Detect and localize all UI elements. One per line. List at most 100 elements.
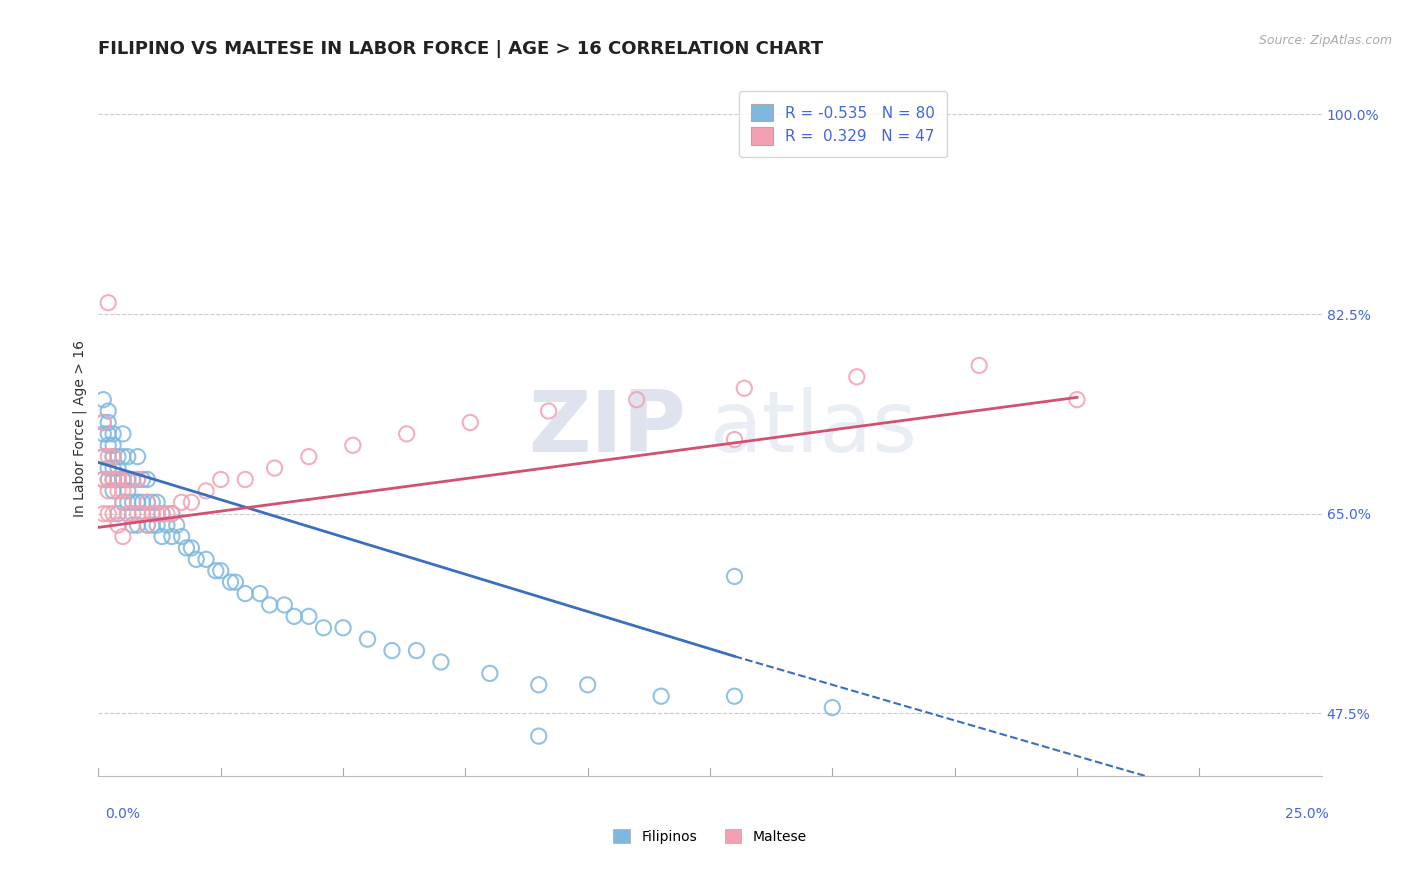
Point: [91, 450, 114, 464]
Point: [97, 426, 120, 441]
Point: [170, 495, 193, 509]
Point: [205, 564, 228, 578]
Point: [101, 438, 124, 452]
Point: [273, 598, 295, 612]
Point: [626, 392, 648, 407]
Point: [107, 507, 129, 521]
Point: [195, 483, 218, 498]
Point: [127, 495, 149, 509]
Point: [283, 609, 305, 624]
Point: [195, 552, 218, 566]
Point: [121, 473, 143, 487]
Point: [121, 495, 143, 509]
Text: atlas: atlas: [710, 386, 918, 470]
Point: [209, 564, 232, 578]
Point: [111, 473, 134, 487]
Point: [111, 483, 134, 498]
Point: [91, 416, 114, 430]
Point: [160, 507, 183, 521]
Point: [127, 507, 149, 521]
Point: [180, 495, 202, 509]
Point: [166, 518, 188, 533]
Point: [136, 518, 159, 533]
Point: [121, 473, 143, 487]
Point: [1066, 392, 1088, 407]
Point: [136, 518, 159, 533]
Point: [127, 518, 149, 533]
Point: [101, 461, 124, 475]
Point: [209, 473, 232, 487]
Point: [141, 518, 163, 533]
Text: FILIPINO VS MALTESE IN LABOR FORCE | AGE > 16 CORRELATION CHART: FILIPINO VS MALTESE IN LABOR FORCE | AGE…: [98, 40, 824, 58]
Point: [117, 507, 139, 521]
Point: [117, 450, 139, 464]
Point: [121, 518, 143, 533]
Point: [332, 621, 354, 635]
Point: [117, 473, 139, 487]
Point: [298, 450, 321, 464]
Point: [101, 426, 124, 441]
Point: [312, 621, 335, 635]
Point: [430, 655, 453, 669]
Y-axis label: In Labor Force | Age > 16: In Labor Force | Age > 16: [73, 340, 87, 516]
Point: [342, 438, 364, 452]
Point: [91, 450, 114, 464]
Point: [127, 473, 149, 487]
Point: [146, 507, 169, 521]
Point: [527, 729, 550, 743]
Point: [97, 473, 120, 487]
Point: [160, 507, 183, 521]
Point: [91, 473, 114, 487]
Point: [478, 666, 501, 681]
Point: [219, 575, 242, 590]
Point: [141, 495, 163, 509]
Point: [121, 507, 143, 521]
Point: [97, 404, 120, 418]
Point: [298, 609, 321, 624]
Point: [101, 473, 124, 487]
Point: [249, 586, 271, 600]
Point: [97, 295, 120, 310]
Point: [127, 450, 149, 464]
Point: [160, 529, 183, 543]
Point: [101, 450, 124, 464]
Point: [97, 483, 120, 498]
Point: [91, 426, 114, 441]
Point: [117, 483, 139, 498]
Point: [150, 507, 173, 521]
Point: [136, 473, 159, 487]
Point: [97, 416, 120, 430]
Legend: R = -0.535   N = 80, R =  0.329   N = 47: R = -0.535 N = 80, R = 0.329 N = 47: [740, 91, 948, 157]
Point: [111, 495, 134, 509]
Point: [111, 529, 134, 543]
Point: [723, 569, 745, 583]
Point: [136, 495, 159, 509]
Point: [107, 518, 129, 533]
Point: [107, 473, 129, 487]
Point: [356, 632, 378, 647]
Point: [845, 369, 868, 384]
Point: [101, 473, 124, 487]
Point: [458, 416, 481, 430]
Point: [117, 473, 139, 487]
Point: [97, 507, 120, 521]
Text: 0.0%: 0.0%: [105, 807, 141, 822]
Point: [97, 438, 120, 452]
Point: [107, 461, 129, 475]
Point: [821, 700, 844, 714]
Point: [136, 495, 159, 509]
Point: [156, 518, 179, 533]
Point: [127, 495, 149, 509]
Point: [146, 495, 169, 509]
Point: [97, 461, 120, 475]
Point: [91, 416, 114, 430]
Point: [101, 450, 124, 464]
Point: [733, 381, 755, 395]
Point: [107, 473, 129, 487]
Point: [723, 433, 745, 447]
Point: [107, 483, 129, 498]
Point: [111, 426, 134, 441]
Point: [405, 643, 427, 657]
Point: [97, 450, 120, 464]
Point: [186, 552, 208, 566]
